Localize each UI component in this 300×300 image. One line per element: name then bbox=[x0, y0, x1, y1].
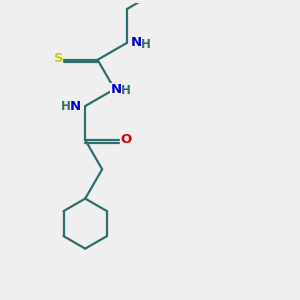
Text: O: O bbox=[120, 134, 131, 146]
Text: H: H bbox=[141, 38, 151, 51]
Text: S: S bbox=[54, 52, 63, 65]
Text: H: H bbox=[61, 100, 71, 112]
Text: N: N bbox=[70, 100, 81, 112]
Text: H: H bbox=[121, 84, 131, 97]
Text: N: N bbox=[110, 82, 122, 96]
Text: N: N bbox=[131, 36, 142, 50]
